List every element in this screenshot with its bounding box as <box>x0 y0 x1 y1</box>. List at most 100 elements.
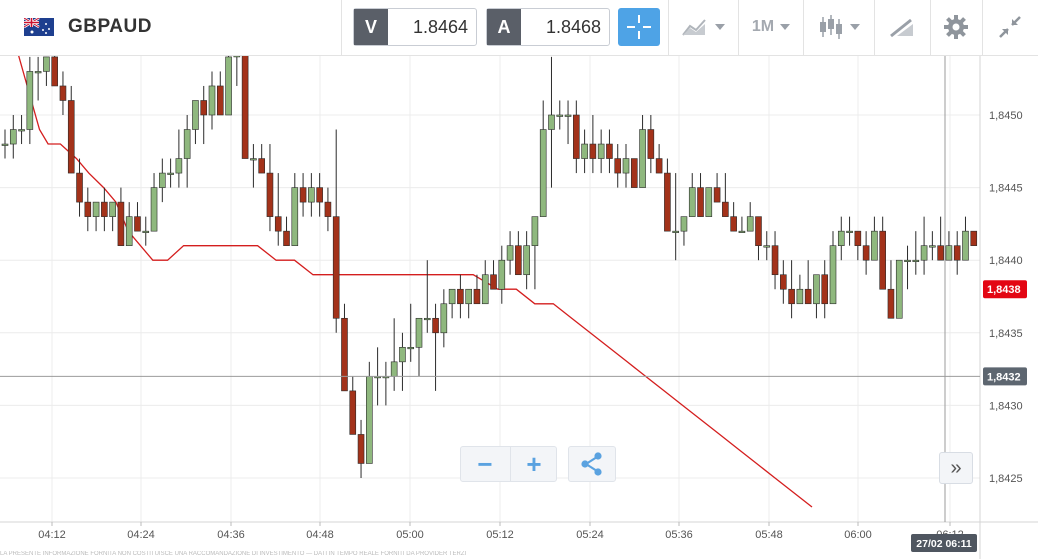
candle-body <box>308 187 315 203</box>
sell-quote-button[interactable]: V 1.8464 <box>353 8 477 46</box>
candle <box>332 129 340 333</box>
candle-body <box>366 376 373 464</box>
candle-body <box>225 56 232 116</box>
share-icon <box>581 452 602 476</box>
candle <box>183 115 191 188</box>
candle <box>200 85 208 145</box>
candle <box>589 115 597 174</box>
candle-body <box>134 216 141 232</box>
price-chart[interactable]: 1,8450 1,8445 1,8440 1,8435 1,8430 1,8425 1,84… <box>0 56 1038 559</box>
candle-body <box>647 129 655 159</box>
chart-toolbar: GBPAUD V 1.8464 A 1.8468 1M <box>0 0 1038 56</box>
divider <box>874 0 875 56</box>
x-tick-label: 05:12 <box>486 529 514 541</box>
candle-body <box>829 245 837 305</box>
candle-body <box>920 245 928 261</box>
candle-body <box>341 317 348 392</box>
candle <box>43 56 50 86</box>
candle-body <box>291 187 299 246</box>
timeframe-selector[interactable]: 1M <box>742 8 800 46</box>
candle <box>192 100 199 145</box>
candle-body <box>457 288 464 305</box>
candle <box>920 216 928 275</box>
candle-body <box>937 245 944 261</box>
candle-body <box>399 347 406 363</box>
price-tag: 1,8438 <box>983 280 1027 299</box>
candle <box>614 144 622 188</box>
collapse-icon <box>999 16 1021 38</box>
candle-body <box>43 56 50 72</box>
candle <box>697 173 704 217</box>
candle-body <box>415 317 423 348</box>
candle <box>125 202 133 246</box>
candle <box>208 71 216 130</box>
candle-body <box>879 230 886 290</box>
candle <box>51 56 58 87</box>
candle-style-button[interactable] <box>807 8 871 46</box>
candle <box>738 216 746 233</box>
candle-body <box>432 317 439 334</box>
zoom-in-button[interactable]: + <box>510 447 557 481</box>
candle-body <box>755 216 762 246</box>
candle <box>134 202 141 232</box>
candle-body <box>804 288 812 305</box>
timeframe-label: 1M <box>751 18 775 35</box>
candle <box>515 231 522 276</box>
candle <box>622 144 630 188</box>
candle-body <box>117 201 125 246</box>
candle <box>175 129 183 188</box>
candle-body <box>258 158 265 174</box>
candle-body <box>622 158 630 174</box>
candle-body <box>18 129 25 132</box>
candle-body <box>929 245 936 248</box>
candle-body <box>440 303 448 334</box>
candle <box>291 173 299 246</box>
candle <box>34 56 42 101</box>
candle-body <box>241 56 249 159</box>
buy-quote-button[interactable]: A 1.8468 <box>486 8 610 46</box>
gear-icon <box>944 15 968 39</box>
candle-body <box>101 201 108 217</box>
candle <box>117 187 125 246</box>
candle-body <box>423 317 431 321</box>
settings-button[interactable] <box>934 8 978 46</box>
x-tick-label: 05:24 <box>576 529 604 541</box>
candle <box>647 115 655 174</box>
candle <box>349 376 357 435</box>
candle-body <box>59 85 67 101</box>
collapse-button[interactable] <box>986 8 1034 46</box>
zoom-out-button[interactable]: − <box>477 449 493 479</box>
sell-price: 1.8464 <box>412 17 468 37</box>
x-tick-label: 06:00 <box>844 529 872 541</box>
candle <box>854 230 862 261</box>
crosshair-time-label: 27/02 06:11 <box>916 538 972 550</box>
y-tick-label: 1,8450 <box>989 110 1023 122</box>
candle <box>225 56 232 116</box>
candle <box>672 173 679 261</box>
share-button[interactable] <box>568 446 616 482</box>
candle-body <box>200 100 208 116</box>
candle <box>821 260 829 319</box>
candle <box>167 158 174 188</box>
candle <box>796 274 804 305</box>
candle <box>780 260 787 304</box>
candle <box>266 144 274 232</box>
candle <box>763 231 771 261</box>
candle <box>573 100 580 174</box>
candle-body <box>465 288 472 305</box>
candle-body <box>150 187 158 232</box>
candle-body <box>208 85 216 116</box>
candle-body <box>680 216 688 232</box>
scroll-to-latest-button[interactable]: » <box>939 452 973 484</box>
chart-type-button[interactable] <box>672 8 734 46</box>
candle-body <box>92 201 100 217</box>
candle <box>92 201 100 232</box>
candle <box>937 216 944 261</box>
disclaimer-text: LA PRESENTE INFORMAZIONE FORNITA NON COS… <box>0 551 467 557</box>
crosshair-button[interactable] <box>618 8 660 46</box>
candle <box>887 260 895 319</box>
x-tick-label: 04:12 <box>38 529 66 541</box>
candle <box>324 187 332 232</box>
drawing-tools-button[interactable] <box>878 8 926 46</box>
zoom-controls: − + <box>460 446 557 482</box>
